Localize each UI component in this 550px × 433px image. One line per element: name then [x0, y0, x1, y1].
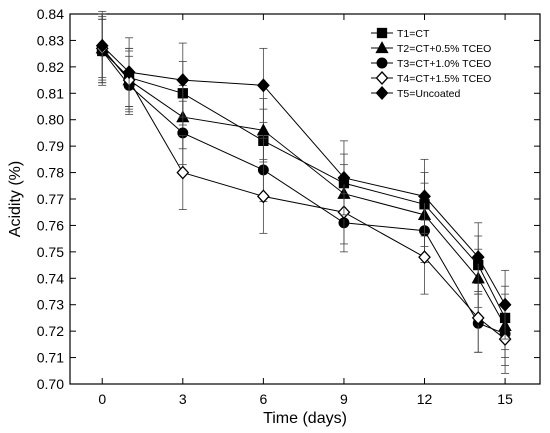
y-axis-title: Acidity (%)	[7, 161, 24, 237]
data-point	[256, 123, 270, 136]
x-tick-label: 3	[179, 391, 187, 407]
legend-marker	[375, 86, 389, 100]
series-5	[95, 13, 512, 340]
x-tick-label: 0	[98, 391, 106, 407]
legend-marker	[375, 71, 389, 85]
legend-label: T4=CT+1.5% TCEO	[397, 73, 491, 85]
data-point	[122, 65, 136, 80]
legend-label: T5=Uncoated	[397, 88, 460, 100]
legend-marker	[375, 41, 389, 54]
data-point	[498, 297, 512, 312]
legend-item: T2=CT+0.5% TCEO	[371, 41, 491, 55]
y-tick-label: 0.78	[37, 165, 64, 181]
data-point	[95, 38, 109, 53]
series-line	[101, 48, 506, 340]
data-point	[337, 170, 351, 185]
legend: T1=CT T2=CT+0.5% TCEO T3=CT+1.0% TCEO T4=CT…	[367, 24, 530, 100]
legend-item: T4=CT+1.5% TCEO	[371, 71, 491, 85]
x-tick-label: 6	[259, 391, 267, 407]
x-tick-label: 15	[497, 391, 513, 407]
legend-marker	[376, 27, 388, 39]
y-tick-label: 0.70	[37, 376, 64, 392]
y-tick-label: 0.83	[37, 32, 64, 48]
series-line	[101, 45, 506, 305]
x-tick-label: 9	[340, 391, 348, 407]
legend-item: T1=CT	[371, 27, 430, 40]
legend-label: T2=CT+0.5% TCEO	[397, 43, 491, 55]
y-tick-label: 0.80	[37, 112, 64, 128]
y-tick-label: 0.84	[37, 6, 64, 22]
y-tick-label: 0.82	[37, 59, 64, 75]
y-tick-label: 0.73	[37, 297, 64, 313]
legend-item: T3=CT+1.0% TCEO	[371, 57, 491, 70]
y-tick-label: 0.77	[37, 191, 64, 207]
data-point	[256, 78, 270, 93]
legend-label: T3=CT+1.0% TCEO	[397, 58, 491, 70]
y-tick-label: 0.74	[37, 270, 64, 286]
x-tick-label: 12	[417, 391, 433, 407]
data-point	[471, 310, 485, 325]
legend-item: T5=Uncoated	[371, 86, 460, 100]
legend-label: T1=CT	[397, 28, 430, 40]
y-tick-label: 0.81	[37, 85, 64, 101]
data-point	[418, 189, 431, 204]
data-point	[256, 189, 270, 204]
data-point	[471, 250, 485, 265]
x-axis-title: Time (days)	[263, 410, 347, 427]
data-point	[418, 250, 431, 265]
data-series	[95, 10, 512, 374]
series-line	[101, 48, 506, 327]
data-point	[176, 165, 190, 180]
y-tick-label: 0.76	[37, 217, 64, 233]
y-tick-label: 0.75	[37, 244, 64, 260]
y-tick-label: 0.79	[37, 138, 64, 154]
axis-ticks: 0 3 6 9 12 15 0.70 0.71 0.72 0.73 0.74 0.75 0.76 0.77…	[37, 6, 540, 407]
legend-box	[367, 24, 530, 100]
y-tick-label: 0.72	[37, 323, 64, 339]
y-tick-label: 0.71	[37, 350, 64, 366]
data-point	[176, 73, 190, 88]
legend-marker	[376, 57, 388, 69]
